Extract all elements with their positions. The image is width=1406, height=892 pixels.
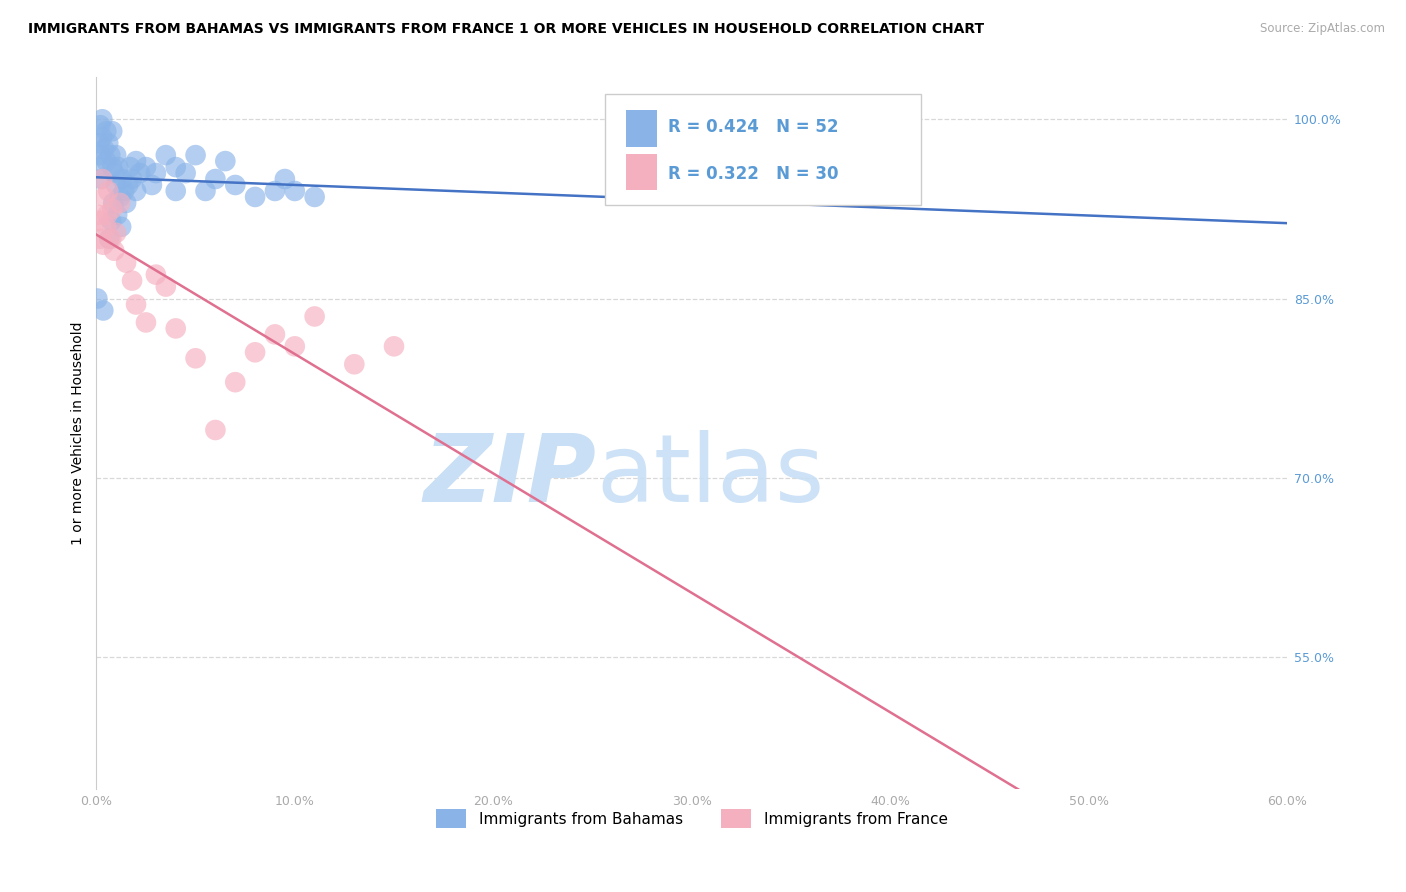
Point xyxy=(174,166,197,180)
Point xyxy=(125,184,148,198)
Point xyxy=(93,142,115,156)
Point xyxy=(224,178,246,192)
Point xyxy=(115,195,138,210)
Point xyxy=(91,130,114,145)
Point xyxy=(155,279,177,293)
Text: ZIP: ZIP xyxy=(423,430,596,522)
Point xyxy=(284,339,307,353)
Point xyxy=(101,202,124,216)
Point xyxy=(101,160,124,174)
Point xyxy=(135,160,157,174)
Point xyxy=(89,232,111,246)
Text: Source: ZipAtlas.com: Source: ZipAtlas.com xyxy=(1260,22,1385,36)
Point xyxy=(105,178,128,192)
Point xyxy=(91,237,114,252)
Point xyxy=(243,345,266,359)
Point xyxy=(103,244,125,258)
Point xyxy=(304,310,326,324)
Point xyxy=(145,166,167,180)
Point xyxy=(98,232,121,246)
Point xyxy=(141,178,163,192)
Point xyxy=(93,190,115,204)
Point xyxy=(89,136,111,151)
Point xyxy=(111,172,134,186)
Point xyxy=(264,327,287,342)
Text: R = 0.322   N = 30: R = 0.322 N = 30 xyxy=(668,165,838,183)
Point xyxy=(105,148,128,162)
Point xyxy=(214,154,236,169)
Point xyxy=(105,208,128,222)
Point xyxy=(108,190,131,204)
Point xyxy=(135,315,157,329)
Point xyxy=(155,148,177,162)
Y-axis label: 1 or more Vehicles in Household: 1 or more Vehicles in Household xyxy=(72,321,86,545)
Point xyxy=(121,172,143,186)
Point xyxy=(125,154,148,169)
Point xyxy=(204,423,226,437)
Point xyxy=(101,124,124,138)
Point xyxy=(274,172,297,186)
Point xyxy=(121,274,143,288)
Point xyxy=(117,178,139,192)
Point xyxy=(89,214,111,228)
Point xyxy=(264,184,287,198)
Point xyxy=(165,184,187,198)
Point xyxy=(87,160,110,174)
Point xyxy=(100,232,122,246)
Point xyxy=(103,195,125,210)
Point xyxy=(103,166,125,180)
Point xyxy=(96,208,118,222)
Point xyxy=(284,184,307,198)
Point xyxy=(165,160,187,174)
Point xyxy=(165,321,187,335)
Point xyxy=(125,297,148,311)
Point xyxy=(112,184,135,198)
Point xyxy=(96,154,118,169)
Point xyxy=(204,172,226,186)
Point xyxy=(97,184,120,198)
Point xyxy=(86,292,108,306)
Point xyxy=(343,357,366,371)
Point xyxy=(100,214,122,228)
Point xyxy=(110,219,132,234)
Point xyxy=(243,190,266,204)
Point xyxy=(98,148,121,162)
Point xyxy=(97,136,120,151)
Point xyxy=(108,195,131,210)
Text: R = 0.424   N = 52: R = 0.424 N = 52 xyxy=(668,118,838,136)
Point xyxy=(115,255,138,269)
Text: IMMIGRANTS FROM BAHAMAS VS IMMIGRANTS FROM FRANCE 1 OR MORE VEHICLES IN HOUSEHOL: IMMIGRANTS FROM BAHAMAS VS IMMIGRANTS FR… xyxy=(28,22,984,37)
Legend: Immigrants from Bahamas, Immigrants from France: Immigrants from Bahamas, Immigrants from… xyxy=(430,804,953,834)
Point xyxy=(184,351,207,366)
Point xyxy=(145,268,167,282)
Point xyxy=(91,303,114,318)
Point xyxy=(194,184,217,198)
Point xyxy=(105,226,128,240)
Point xyxy=(96,219,118,234)
Text: atlas: atlas xyxy=(596,430,825,522)
Point xyxy=(184,148,207,162)
Point xyxy=(129,166,152,180)
Point xyxy=(224,375,246,389)
Point xyxy=(304,190,326,204)
Point xyxy=(107,160,129,174)
Point xyxy=(120,160,142,174)
Point xyxy=(91,172,114,186)
Point xyxy=(90,172,112,186)
Point xyxy=(382,339,405,353)
Point xyxy=(89,118,111,132)
Point xyxy=(87,208,110,222)
Point xyxy=(96,124,118,138)
Point xyxy=(89,148,111,162)
Point xyxy=(91,112,114,127)
